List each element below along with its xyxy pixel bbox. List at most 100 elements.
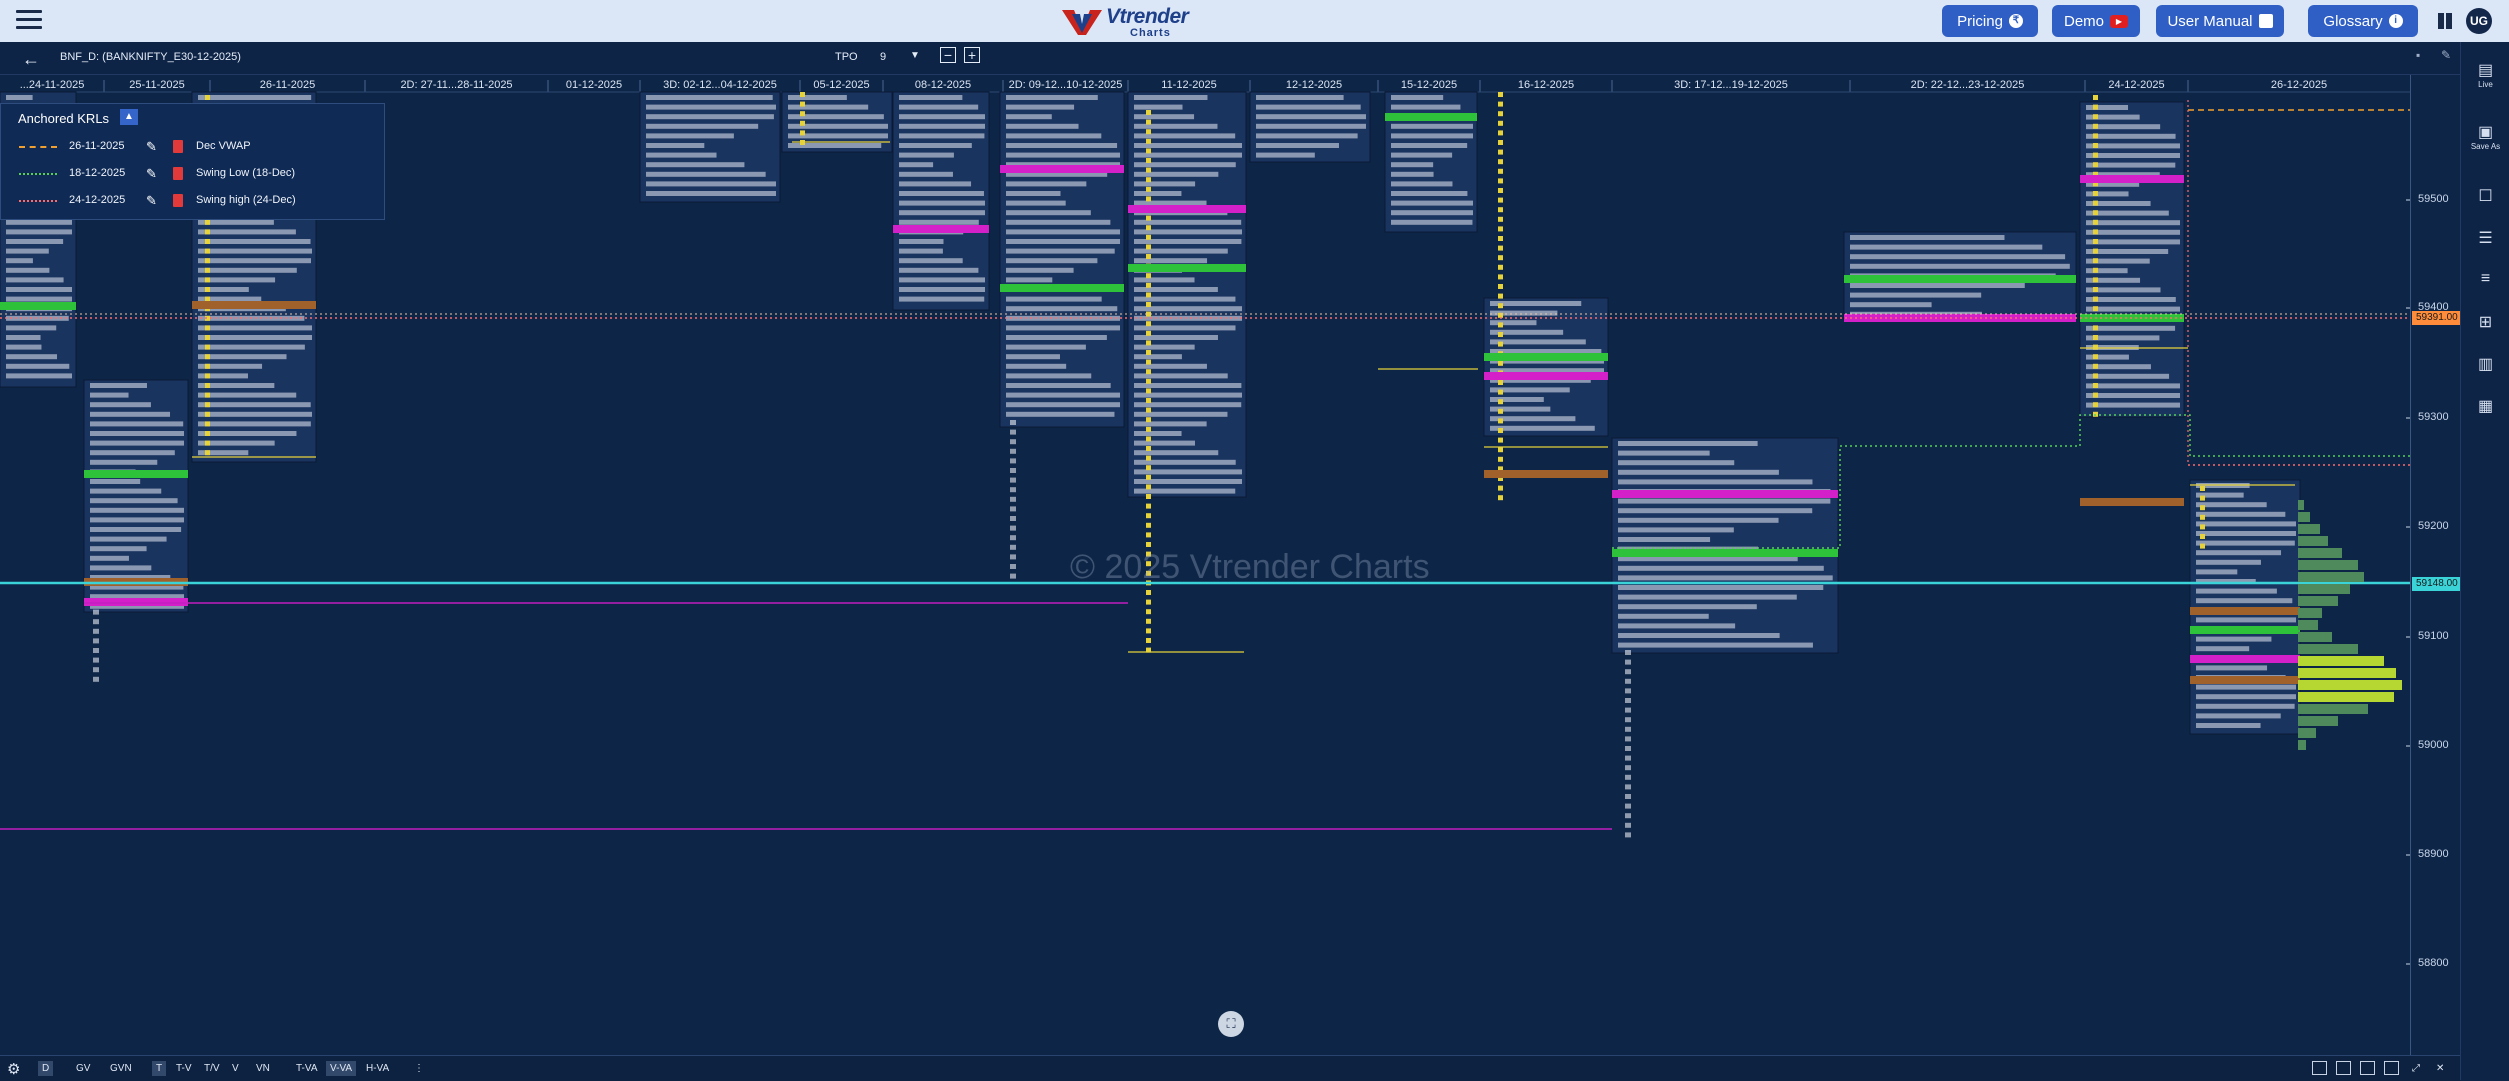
- tpo-tail: [1625, 688, 1631, 694]
- mode-gvn-button[interactable]: GVN: [110, 1063, 132, 1074]
- collapse-icon[interactable]: ▲: [120, 109, 138, 125]
- tpo-letter-row: [198, 354, 287, 360]
- tpo-single-print: [205, 392, 210, 398]
- pencil-icon[interactable]: ✎: [146, 139, 157, 154]
- price-highlight-lower: 59148.00: [2412, 577, 2462, 591]
- trash-icon[interactable]: [173, 194, 183, 207]
- tpo-letter-row: [1850, 244, 2043, 250]
- pencil-icon[interactable]: ✎: [146, 193, 157, 208]
- tpo-letter-row: [90, 565, 152, 571]
- tpo-letter-row: [1391, 152, 1453, 158]
- tpo-letter-row: [2196, 521, 2296, 527]
- tpo-market-profile-chart[interactable]: ...24-11-2025 25-11-2025 26-11-2025 2D: 27-…: [0, 75, 2410, 1055]
- chevron-down-icon[interactable]: ▼: [910, 50, 920, 61]
- list-tool-icon[interactable]: ☰: [2478, 230, 2493, 247]
- volume-bar: [2298, 560, 2358, 570]
- tpo-single-print: [1498, 101, 1503, 107]
- mode-gv-button[interactable]: GV: [76, 1063, 91, 1074]
- mode-d-button[interactable]: D: [38, 1061, 54, 1076]
- tiles-tool-icon[interactable]: ▦: [2477, 398, 2494, 415]
- bars-tool-icon[interactable]: ▥: [2477, 356, 2494, 373]
- tpo-letter-row: [1134, 440, 1195, 446]
- layout-icon[interactable]: [2384, 1061, 2399, 1075]
- tpo-single-print: [2093, 123, 2098, 129]
- tpo-size-select[interactable]: 9: [880, 51, 887, 63]
- trash-icon[interactable]: [173, 140, 183, 153]
- save-icon[interactable]: ▪: [2416, 48, 2421, 62]
- tpo-letter-row: [90, 459, 158, 465]
- krl-row: 18-12-2025 ✎ Swing Low (18-Dec): [1, 164, 384, 184]
- lines-tool-icon[interactable]: ≡: [2480, 270, 2491, 287]
- mode-tva-button[interactable]: T-VA: [296, 1063, 318, 1074]
- grid-tool-icon[interactable]: ⊞: [2478, 314, 2493, 331]
- tpo-single-print: [2200, 486, 2205, 491]
- tpo-tail: [1010, 525, 1016, 531]
- tpo-tail: [1625, 794, 1631, 799]
- tpo-letter-row: [646, 123, 759, 129]
- expand-icon[interactable]: ⤢: [2412, 1063, 2420, 1074]
- zoom-in-button[interactable]: +: [964, 47, 980, 63]
- edit-icon[interactable]: ✎: [2441, 48, 2452, 62]
- tpo-single-print: [1498, 293, 1503, 299]
- tpo-letter-row: [1134, 488, 1236, 494]
- tpo-single-print: [1146, 273, 1151, 279]
- pricing-button[interactable]: Pricing ₹: [1942, 5, 2038, 37]
- tpo-single-print: [1498, 360, 1503, 366]
- tpo-letter-row: [646, 143, 705, 148]
- tpo-single-print: [1498, 188, 1503, 193]
- mode-hva-button[interactable]: H-VA: [366, 1063, 390, 1074]
- trash-icon[interactable]: [173, 167, 183, 180]
- tpo-single-print: [205, 219, 210, 225]
- table-view-icon[interactable]: [2312, 1061, 2327, 1075]
- chart-toolbar: ← BNF_D: (BANKNIFTY_E30-12-2025) TPO 9 ▼…: [0, 42, 2460, 75]
- price-tick-label: 59300: [2418, 411, 2449, 423]
- user-avatar[interactable]: UG: [2466, 8, 2492, 34]
- tpo-tail: [1625, 707, 1631, 713]
- back-arrow-icon[interactable]: ←: [22, 49, 40, 69]
- mode-v-button[interactable]: V: [232, 1063, 239, 1074]
- tpo-single-print: [1498, 418, 1503, 424]
- mode-tslashv-button[interactable]: T/V: [204, 1063, 220, 1074]
- tpo-letter-row: [646, 95, 773, 100]
- brand-logo[interactable]: Vtrender Charts: [1060, 2, 1190, 40]
- mode-tv-button[interactable]: T-V: [176, 1063, 192, 1074]
- tpo-single-print: [1146, 618, 1151, 624]
- tpo-letter-row: [899, 191, 984, 196]
- fullscreen-icon[interactable]: ⛶: [1218, 1011, 1244, 1037]
- mode-t-button[interactable]: T: [152, 1061, 167, 1076]
- save-as-button[interactable]: ▣ Save As: [2461, 122, 2509, 151]
- tpo-single-print: [2200, 514, 2205, 520]
- book-icon[interactable]: [2437, 12, 2453, 30]
- profile-level-bar: [84, 470, 188, 478]
- tpo-letter-row: [1391, 210, 1473, 216]
- tpo-letter-row: [1134, 459, 1236, 465]
- square-tool-icon[interactable]: ☐: [2478, 188, 2493, 205]
- menu-icon[interactable]: [16, 10, 42, 30]
- tpo-letter-row: [2086, 153, 2180, 158]
- tpo-letter-row: [1006, 325, 1120, 331]
- grid-view-icon[interactable]: [2360, 1061, 2375, 1075]
- glossary-button[interactable]: Glossary i: [2308, 5, 2418, 37]
- line-chart-icon[interactable]: [2336, 1061, 2351, 1075]
- user-manual-button[interactable]: User Manual: [2156, 5, 2284, 37]
- pencil-icon[interactable]: ✎: [146, 166, 157, 181]
- close-icon[interactable]: ✕: [2436, 1063, 2445, 1074]
- tpo-single-print: [2093, 133, 2098, 139]
- profile-level-bar: [893, 225, 989, 233]
- volume-bar: [2298, 500, 2304, 510]
- more-options-icon[interactable]: ⋮: [414, 1063, 424, 1074]
- tpo-single-print: [205, 277, 210, 283]
- tpo-single-print: [1498, 332, 1503, 337]
- tpo-letter-row: [1490, 339, 1586, 345]
- live-button[interactable]: ▤ Live: [2461, 60, 2509, 89]
- demo-button[interactable]: Demo ▶: [2052, 5, 2140, 37]
- tpo-single-print: [1146, 494, 1151, 499]
- tpo-letter-row: [6, 335, 41, 340]
- mode-vva-button[interactable]: V-VA: [326, 1061, 357, 1076]
- tpo-letter-row: [6, 248, 49, 254]
- gear-icon[interactable]: ⚙: [7, 1061, 21, 1078]
- tpo-single-print: [1498, 466, 1503, 472]
- mode-vn-button[interactable]: VN: [256, 1063, 270, 1074]
- zoom-out-button[interactable]: −: [940, 47, 956, 63]
- tpo-letter-row: [1134, 248, 1228, 254]
